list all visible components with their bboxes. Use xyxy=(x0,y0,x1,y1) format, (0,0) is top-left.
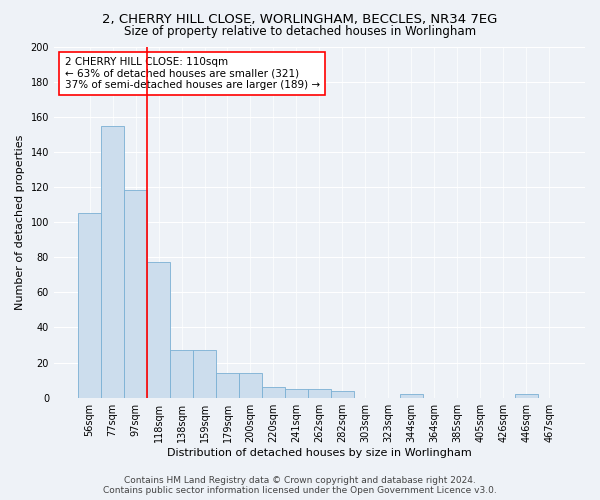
Bar xyxy=(515,394,538,398)
Text: Contains HM Land Registry data © Crown copyright and database right 2024.
Contai: Contains HM Land Registry data © Crown c… xyxy=(103,476,497,495)
Bar xyxy=(124,190,147,398)
Bar xyxy=(101,126,124,398)
Bar xyxy=(239,373,262,398)
Bar xyxy=(331,390,354,398)
Y-axis label: Number of detached properties: Number of detached properties xyxy=(15,134,25,310)
Bar xyxy=(262,387,285,398)
Bar xyxy=(78,214,101,398)
Bar xyxy=(400,394,423,398)
Bar xyxy=(193,350,216,398)
Bar xyxy=(285,389,308,398)
Text: Size of property relative to detached houses in Worlingham: Size of property relative to detached ho… xyxy=(124,25,476,38)
X-axis label: Distribution of detached houses by size in Worlingham: Distribution of detached houses by size … xyxy=(167,448,472,458)
Text: 2 CHERRY HILL CLOSE: 110sqm
← 63% of detached houses are smaller (321)
37% of se: 2 CHERRY HILL CLOSE: 110sqm ← 63% of det… xyxy=(65,57,320,90)
Bar xyxy=(216,373,239,398)
Bar xyxy=(308,389,331,398)
Bar xyxy=(170,350,193,398)
Bar xyxy=(147,262,170,398)
Text: 2, CHERRY HILL CLOSE, WORLINGHAM, BECCLES, NR34 7EG: 2, CHERRY HILL CLOSE, WORLINGHAM, BECCLE… xyxy=(103,12,497,26)
